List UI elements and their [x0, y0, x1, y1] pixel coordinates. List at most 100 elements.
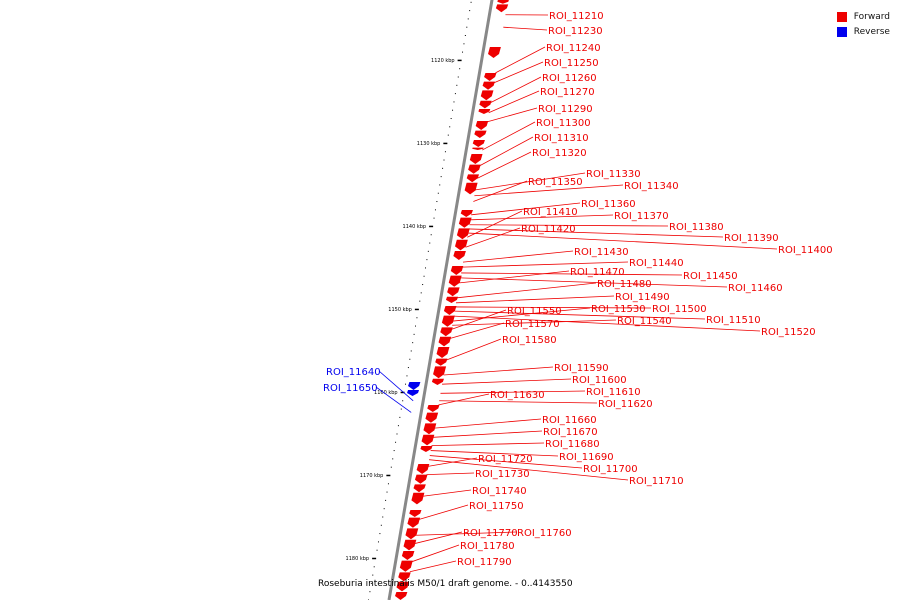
feature-label[interactable]: ROI_11700: [583, 464, 638, 475]
feature-label[interactable]: ROI_11340: [624, 181, 679, 192]
feature-label[interactable]: ROI_11620: [598, 399, 653, 410]
feature-label[interactable]: ROI_11680: [545, 439, 600, 450]
feature-label[interactable]: ROI_11300: [536, 118, 591, 129]
feature-label[interactable]: ROI_11650: [323, 383, 378, 394]
feature-label[interactable]: ROI_11550: [507, 306, 562, 317]
feature-label[interactable]: ROI_11480: [597, 279, 652, 290]
feature-label[interactable]: ROI_11720: [478, 454, 533, 465]
forward-gene-block[interactable]: [401, 551, 415, 560]
forward-gene-block[interactable]: [438, 336, 452, 347]
feature-label[interactable]: ROI_11780: [460, 541, 515, 552]
forward-gene-block[interactable]: [421, 434, 435, 446]
feature-label[interactable]: ROI_11210: [549, 11, 604, 22]
feature-label[interactable]: ROI_11580: [502, 335, 557, 346]
feature-label[interactable]: ROI_11660: [542, 415, 597, 426]
feature-label[interactable]: ROI_11750: [469, 501, 524, 512]
forward-gene-block[interactable]: [396, 581, 410, 592]
forward-gene-block[interactable]: [482, 81, 495, 90]
forward-gene-block[interactable]: [475, 121, 489, 130]
feature-label[interactable]: ROI_11380: [669, 222, 724, 233]
forward-gene-block[interactable]: [435, 358, 448, 366]
feature-label[interactable]: ROI_11730: [475, 469, 530, 480]
feature-label[interactable]: ROI_11510: [706, 315, 761, 326]
forward-gene-block[interactable]: [407, 517, 421, 528]
feature-label[interactable]: ROI_11320: [532, 148, 587, 159]
forward-gene-block[interactable]: [460, 210, 473, 217]
forward-gene-block[interactable]: [478, 109, 491, 114]
feature-label[interactable]: ROI_11740: [472, 486, 527, 497]
forward-gene-block[interactable]: [411, 492, 425, 505]
feature-label[interactable]: ROI_11450: [683, 271, 738, 282]
forward-gene-block[interactable]: [440, 327, 453, 337]
feature-label[interactable]: ROI_11440: [629, 258, 684, 269]
feature-label[interactable]: ROI_11260: [542, 73, 597, 84]
feature-label[interactable]: ROI_11760: [517, 528, 572, 539]
forward-gene-block[interactable]: [427, 405, 440, 412]
forward-gene-block[interactable]: [497, 0, 509, 4]
forward-gene-block[interactable]: [479, 100, 492, 109]
forward-gene-block[interactable]: [423, 423, 437, 435]
feature-label[interactable]: ROI_11520: [761, 327, 816, 338]
forward-gene-block[interactable]: [448, 275, 462, 287]
feature-label[interactable]: ROI_11670: [543, 427, 598, 438]
feature-label[interactable]: ROI_11710: [629, 476, 684, 487]
forward-gene-block[interactable]: [414, 474, 428, 484]
forward-gene-block[interactable]: [495, 4, 509, 13]
feature-label[interactable]: ROI_11250: [544, 58, 599, 69]
feature-label[interactable]: ROI_11600: [572, 375, 627, 386]
legend-reverse[interactable]: Reverse: [836, 24, 890, 39]
forward-gene-block[interactable]: [395, 592, 408, 600]
feature-label[interactable]: ROI_11230: [548, 26, 603, 37]
feature-label[interactable]: ROI_11330: [586, 169, 641, 180]
forward-gene-block[interactable]: [464, 182, 478, 195]
feature-label[interactable]: ROI_11350: [528, 177, 583, 188]
forward-gene-block[interactable]: [453, 251, 466, 260]
forward-gene-block[interactable]: [450, 266, 464, 275]
forward-gene-block[interactable]: [403, 539, 417, 551]
forward-gene-block[interactable]: [484, 73, 497, 81]
feature-label[interactable]: ROI_11460: [728, 283, 783, 294]
forward-gene-block[interactable]: [488, 47, 501, 58]
feature-label[interactable]: ROI_11570: [505, 319, 560, 330]
forward-gene-block[interactable]: [468, 164, 481, 174]
feature-label[interactable]: ROI_11640: [326, 367, 381, 378]
feature-label[interactable]: ROI_11790: [457, 557, 512, 568]
forward-gene-block[interactable]: [433, 366, 447, 379]
feature-label[interactable]: ROI_11240: [546, 43, 601, 54]
feature-label[interactable]: ROI_11470: [570, 267, 625, 278]
forward-gene-block[interactable]: [469, 154, 483, 164]
feature-label[interactable]: ROI_11410: [523, 207, 578, 218]
forward-gene-block[interactable]: [409, 510, 422, 517]
feature-label[interactable]: ROI_11490: [615, 292, 670, 303]
forward-gene-block[interactable]: [431, 378, 444, 385]
reverse-gene-block[interactable]: [407, 390, 420, 396]
feature-label[interactable]: ROI_11500: [652, 304, 707, 315]
forward-gene-block[interactable]: [405, 528, 419, 540]
feature-label[interactable]: ROI_11290: [538, 104, 593, 115]
forward-gene-block[interactable]: [447, 287, 460, 297]
forward-gene-block[interactable]: [413, 484, 426, 493]
feature-label[interactable]: ROI_11630: [490, 390, 545, 401]
forward-gene-block[interactable]: [420, 446, 433, 452]
feature-label[interactable]: ROI_11690: [559, 452, 614, 463]
feature-label[interactable]: ROI_11370: [614, 211, 669, 222]
feature-label[interactable]: ROI_11430: [574, 247, 629, 258]
feature-label[interactable]: ROI_11400: [778, 245, 833, 256]
forward-gene-block[interactable]: [466, 174, 480, 183]
feature-label[interactable]: ROI_11610: [586, 387, 641, 398]
legend-forward[interactable]: Forward: [836, 9, 890, 24]
feature-label[interactable]: ROI_11590: [554, 363, 609, 374]
feature-label[interactable]: ROI_11530: [591, 304, 646, 315]
forward-gene-block[interactable]: [445, 296, 459, 303]
forward-gene-block[interactable]: [472, 147, 484, 150]
forward-gene-block[interactable]: [425, 412, 439, 423]
feature-label[interactable]: ROI_11420: [521, 224, 576, 235]
feature-label[interactable]: ROI_11270: [540, 87, 595, 98]
feature-label[interactable]: ROI_11540: [617, 316, 672, 327]
forward-gene-block[interactable]: [443, 306, 457, 315]
forward-gene-block[interactable]: [399, 560, 413, 572]
forward-gene-block[interactable]: [416, 464, 430, 474]
feature-label[interactable]: ROI_11310: [534, 133, 589, 144]
forward-gene-block[interactable]: [474, 130, 487, 138]
forward-gene-block[interactable]: [472, 140, 485, 147]
